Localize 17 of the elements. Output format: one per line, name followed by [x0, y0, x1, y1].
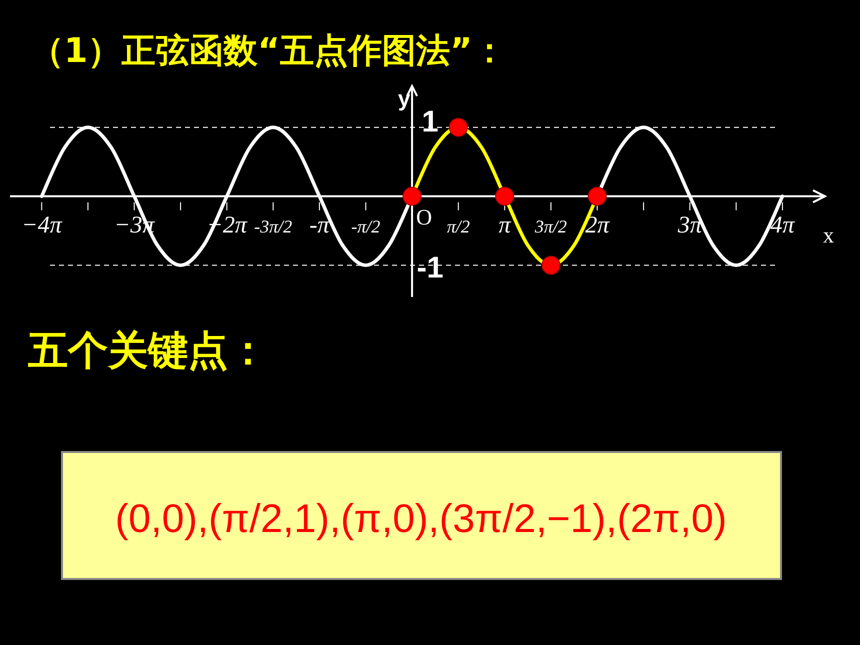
y-axis-title: y	[398, 86, 412, 111]
x-tick-label: π	[498, 212, 512, 238]
x-tick-label: 3π	[676, 212, 703, 238]
chart-title: （1）正弦函数“五点作图法”：	[30, 31, 506, 71]
x-tick-label: -3π/2	[254, 216, 292, 236]
x-tick-label: −4π	[22, 212, 63, 238]
x-axis-title: x	[823, 222, 834, 248]
x-tick-label: 4π	[770, 212, 796, 238]
text: 五个关键点：	[27, 328, 268, 374]
annotation: O	[416, 204, 432, 230]
x-tick-label: -π	[309, 212, 330, 238]
x-tick-label: 2π	[585, 212, 610, 238]
y-tick-label: 1	[422, 105, 438, 138]
x-tick-label: 3π/2	[534, 216, 567, 236]
text: (0,0),(π/2,1),(π,0),(3π/2,−1),(2π,0)	[115, 497, 727, 541]
x-tick-label: π/2	[446, 216, 470, 236]
x-tick-label: -π/2	[351, 216, 380, 236]
